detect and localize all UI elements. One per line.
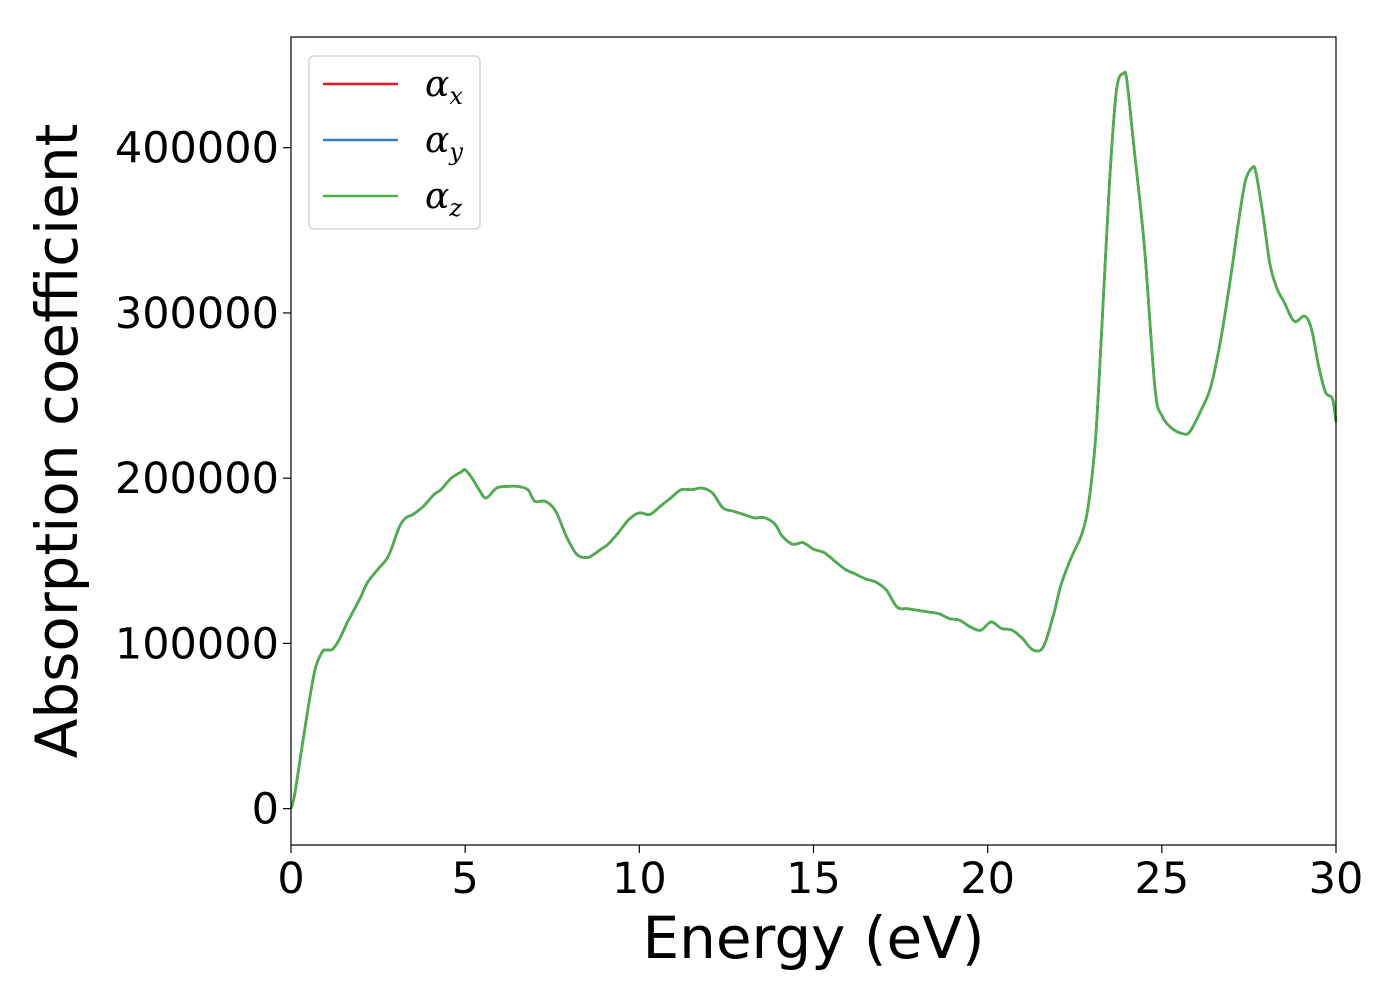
legend-label-alpha-y: αy [425, 120, 463, 166]
x-axis-title: Energy (eV) [642, 904, 984, 972]
y-axis-ticks: 0 100000 200000 300000 400000 [115, 124, 291, 835]
legend-box [308, 55, 481, 230]
x-tick-label: 15 [786, 854, 841, 904]
x-tick-label: 25 [1134, 854, 1189, 904]
series-lines [289, 70, 1338, 809]
y-tick-label: 100000 [115, 619, 279, 669]
x-tick-label: 20 [960, 854, 1015, 904]
x-axis-ticks: 0 5 10 15 20 25 30 [277, 845, 1363, 904]
y-tick-label: 300000 [115, 289, 279, 339]
x-tick-label: 0 [277, 854, 304, 904]
x-tick-label: 30 [1309, 854, 1364, 904]
x-tick-label: 5 [451, 854, 478, 904]
series-line-alpha-z [289, 70, 1338, 809]
y-tick-label: 200000 [115, 454, 279, 504]
y-tick-label: 0 [252, 785, 279, 835]
y-tick-label: 400000 [115, 124, 279, 174]
y-axis-title: Absorption coefficient [23, 124, 91, 759]
x-tick-label: 10 [612, 854, 667, 904]
legend-label-alpha-x: αx [425, 64, 463, 110]
